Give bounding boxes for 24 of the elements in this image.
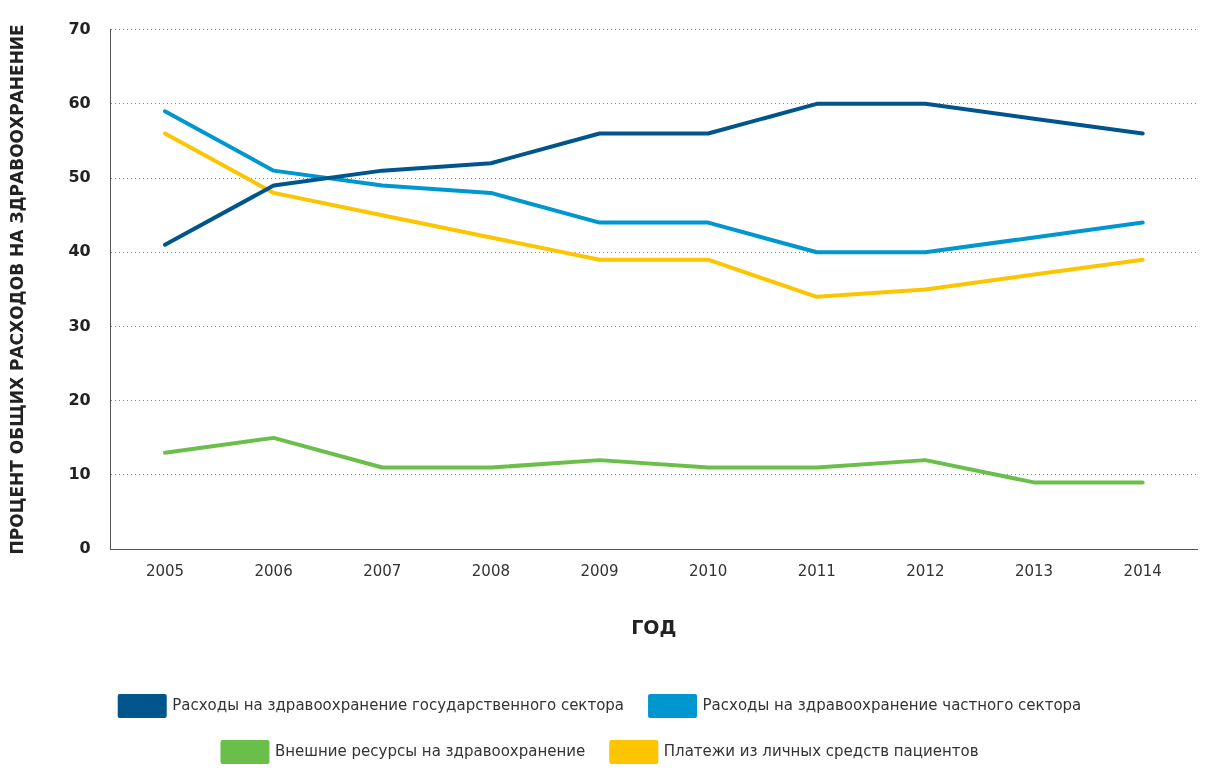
x-tick-label: 2013 — [1014, 562, 1054, 581]
x-axis-title: ГОД — [631, 615, 677, 638]
x-tick-label: 2006 — [254, 562, 293, 581]
legend-label: Расходы на здравоохранение государственного сектора — [172, 695, 625, 714]
y-tick-label: 30 — [68, 315, 91, 335]
x-tick-label: 2010 — [689, 562, 728, 581]
y-tick-label: 60 — [68, 92, 91, 112]
y-tick-label: 0 — [79, 538, 91, 558]
x-tick-label: 2012 — [906, 562, 945, 581]
x-tick-label: 2005 — [145, 562, 185, 581]
x-tick-label: 2008 — [471, 562, 510, 581]
x-tick-label: 2007 — [363, 562, 402, 581]
legend-label: Расходы на здравоохранение частного сектора — [702, 695, 1082, 714]
y-tick-label: 40 — [68, 241, 91, 261]
legend-label: Внешние ресурсы на здравоохранение — [274, 741, 586, 760]
y-tick-label: 10 — [68, 464, 91, 484]
y-tick-label: 50 — [68, 167, 91, 187]
y-tick-label: 70 — [68, 18, 91, 38]
x-tick-label: 2014 — [1123, 562, 1162, 581]
x-tick-label: 2009 — [580, 562, 619, 581]
y-tick-label: 20 — [68, 389, 91, 409]
x-tick-label: 2011 — [797, 562, 836, 581]
legend-label: Платежи из личных средств пациентов — [663, 741, 979, 760]
y-axis-title: ПРОЦЕНТ ОБЩИХ РАСХОДОВ НА ЗДРАВООХРАНЕНИЕ — [6, 24, 27, 555]
